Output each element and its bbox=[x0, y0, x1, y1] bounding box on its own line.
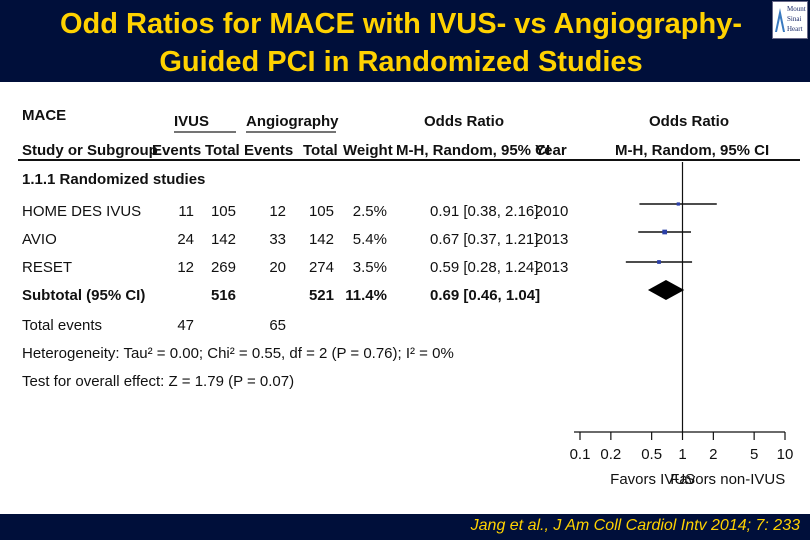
study-point-estimate bbox=[657, 260, 661, 264]
study-weight: 3.5% bbox=[353, 259, 387, 276]
odds-ratio-header-right: Odds Ratio bbox=[649, 113, 729, 130]
col-study: Study or Subgroup bbox=[22, 142, 158, 159]
col-method: M-H, Random, 95% CI bbox=[396, 142, 550, 159]
slide-footer: Jang et al., J Am Coll Cardiol Intv 2014… bbox=[0, 514, 810, 540]
study-row: HOME DES IVUS 11 105 12 105 2.5% 0.91 [0… bbox=[22, 203, 568, 220]
subtotal-weight: 11.4% bbox=[345, 287, 387, 304]
subgroup-heading: 1.1.1 Randomized studies bbox=[22, 171, 205, 188]
x-tick-label: 0.2 bbox=[600, 446, 621, 463]
study-total-ivus: 269 bbox=[211, 259, 236, 276]
group-ivus-label: IVUS bbox=[174, 113, 209, 130]
col-weight: Weight bbox=[343, 142, 393, 159]
title-line-1: Odd Ratios for MACE with IVUS- vs Angiog… bbox=[59, 8, 743, 40]
heterogeneity-text: Heterogeneity: Tau² = 0.00; Chi² = 0.55,… bbox=[22, 345, 454, 362]
col-total-ivus: Total bbox=[205, 142, 240, 159]
study-total-angio: 142 bbox=[309, 231, 334, 248]
logo-mountain-icon bbox=[775, 8, 785, 32]
overall-effect-text: Test for overall effect: Z = 1.79 (P = 0… bbox=[22, 373, 294, 390]
total-events-row: Total events 47 65 bbox=[22, 317, 286, 334]
study-point-estimate bbox=[662, 229, 668, 235]
logo-text-2: Sinai bbox=[787, 15, 802, 23]
study-events-angio: 33 bbox=[269, 231, 286, 248]
group-angiography-label: Angiography bbox=[246, 113, 339, 130]
forest-graphic: 0.1 0.2 0.5 1 2 5 10 Favors IVUS Favors non-IV… bbox=[570, 162, 794, 488]
study-events-angio: 12 bbox=[269, 203, 286, 220]
study-markers bbox=[625, 202, 717, 264]
study-name: RESET bbox=[22, 259, 72, 276]
study-row: RESET 12 269 20 274 3.5% 0.59 [0.28, 1.2… bbox=[22, 259, 568, 276]
subtotal-ci: 0.69 [0.46, 1.04] bbox=[430, 287, 540, 304]
study-ci: 0.59 [0.28, 1.24] bbox=[430, 259, 538, 276]
odds-ratio-header-left: Odds Ratio bbox=[424, 113, 504, 130]
subtotal-total-ivus: 516 bbox=[211, 287, 236, 304]
subtotal-label: Subtotal (95% CI) bbox=[22, 287, 145, 304]
study-ci: 0.67 [0.37, 1.21] bbox=[430, 231, 538, 248]
study-year: 2013 bbox=[535, 259, 568, 276]
favors-left-label: Favors IVUS bbox=[610, 471, 695, 488]
title-line-2: Guided PCI in Randomized Studies bbox=[159, 46, 643, 78]
x-tick-label: 10 bbox=[777, 446, 794, 463]
study-events-angio: 20 bbox=[269, 259, 286, 276]
x-tick-label: 0.1 bbox=[570, 446, 591, 463]
col-events-angio: Events bbox=[244, 142, 293, 159]
study-ci: 0.91 [0.38, 2.16] bbox=[430, 203, 538, 220]
study-year: 2013 bbox=[535, 231, 568, 248]
study-total-angio: 105 bbox=[309, 203, 334, 220]
logo-text-1: Mount bbox=[787, 5, 806, 13]
study-year: 2010 bbox=[535, 203, 568, 220]
study-row: AVIO 24 142 33 142 5.4% 0.67 [0.37, 1.21… bbox=[22, 231, 568, 248]
favors-right-label: Favors non-IVUS bbox=[670, 471, 785, 488]
pooled-diamond bbox=[647, 280, 685, 300]
subtotal-total-angio: 521 bbox=[309, 287, 334, 304]
total-events-ivus: 47 bbox=[177, 317, 194, 334]
col-total-angio: Total bbox=[303, 142, 338, 159]
x-tick-label: 0.5 bbox=[641, 446, 662, 463]
study-events-ivus: 11 bbox=[178, 203, 194, 220]
forest-plot: MACE IVUS Angiography Odds Ratio Odds Ra… bbox=[18, 107, 800, 488]
study-weight: 2.5% bbox=[353, 203, 387, 220]
study-events-ivus: 12 bbox=[177, 259, 194, 276]
subtotal-row: Subtotal (95% CI) 516 521 11.4% 0.69 [0.… bbox=[22, 287, 540, 304]
study-name: HOME DES IVUS bbox=[22, 203, 141, 220]
study-name: AVIO bbox=[22, 231, 57, 248]
total-events-angio: 65 bbox=[269, 317, 286, 334]
x-tick-label: 1 bbox=[678, 446, 686, 463]
study-point-estimate bbox=[676, 202, 680, 206]
study-total-ivus: 142 bbox=[211, 231, 236, 248]
study-events-ivus: 24 bbox=[177, 231, 194, 248]
outcome-label: MACE bbox=[22, 107, 66, 124]
x-tick-label: 2 bbox=[709, 446, 717, 463]
col-method-right: M-H, Random, 95% CI bbox=[615, 142, 769, 159]
study-total-ivus: 105 bbox=[211, 203, 236, 220]
col-events-ivus: Events bbox=[152, 142, 201, 159]
slide-header: Odd Ratios for MACE with IVUS- vs Angiog… bbox=[0, 0, 810, 82]
x-tick-label: 5 bbox=[750, 446, 758, 463]
total-events-label: Total events bbox=[22, 317, 102, 334]
study-total-angio: 274 bbox=[309, 259, 334, 276]
citation: Jang et al., J Am Coll Cardiol Intv 2014… bbox=[470, 517, 800, 534]
x-axis-ticks: 0.1 0.2 0.5 1 2 5 10 bbox=[570, 432, 794, 463]
col-year: Year bbox=[535, 142, 567, 159]
logo-text-3: Heart bbox=[787, 25, 803, 33]
study-weight: 5.4% bbox=[353, 231, 387, 248]
institution-logo: Mount Sinai Heart bbox=[772, 1, 808, 39]
slide-title: Odd Ratios for MACE with IVUS- vs Angiog… bbox=[6, 5, 796, 81]
